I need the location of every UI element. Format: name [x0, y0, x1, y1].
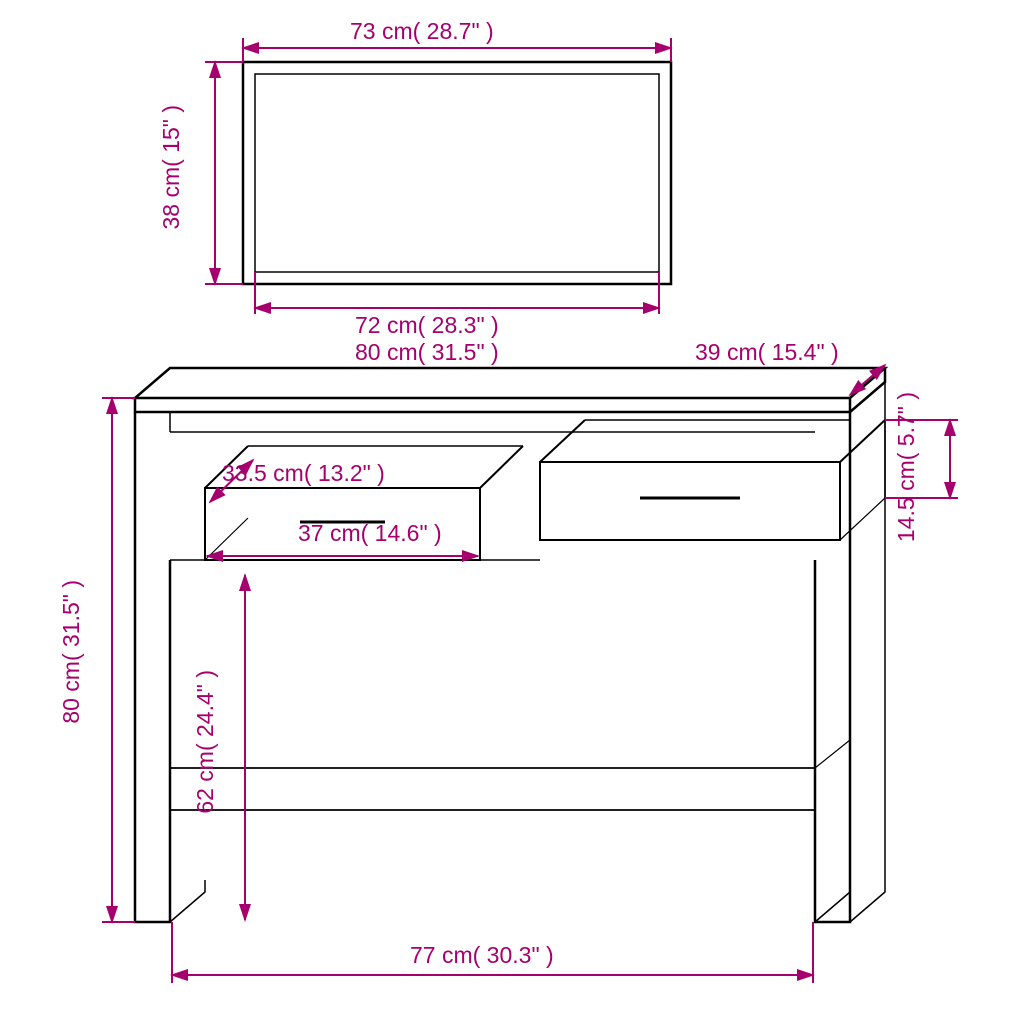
label-inner-width: 77 cm( 30.3" ) [410, 942, 554, 969]
label-clearance-height: 62 cm( 24.4" ) [192, 670, 219, 814]
dim-table-depth [850, 365, 885, 395]
table-drawing [135, 368, 885, 922]
label-table-depth: 39 cm( 15.4" ) [695, 339, 839, 366]
label-mirror-bottom: 72 cm( 28.3" ) [355, 312, 499, 339]
label-mirror-top: 73 cm( 28.7" ) [350, 18, 494, 45]
dim-mirror-bottom [255, 272, 659, 314]
label-drawer-height: 14.5 cm( 5.7" ) [893, 392, 920, 542]
dim-table-height [102, 398, 135, 922]
dim-mirror-height [205, 62, 243, 284]
label-drawer-depth: 33.5 cm( 13.2" ) [222, 460, 385, 487]
mirror-drawing [243, 62, 671, 284]
label-mirror-height: 38 cm( 15" ) [158, 105, 185, 229]
label-table-height: 80 cm( 31.5" ) [58, 580, 85, 724]
label-drawer-width: 37 cm( 14.6" ) [298, 520, 442, 547]
label-table-width-top: 80 cm( 31.5" ) [355, 339, 499, 366]
